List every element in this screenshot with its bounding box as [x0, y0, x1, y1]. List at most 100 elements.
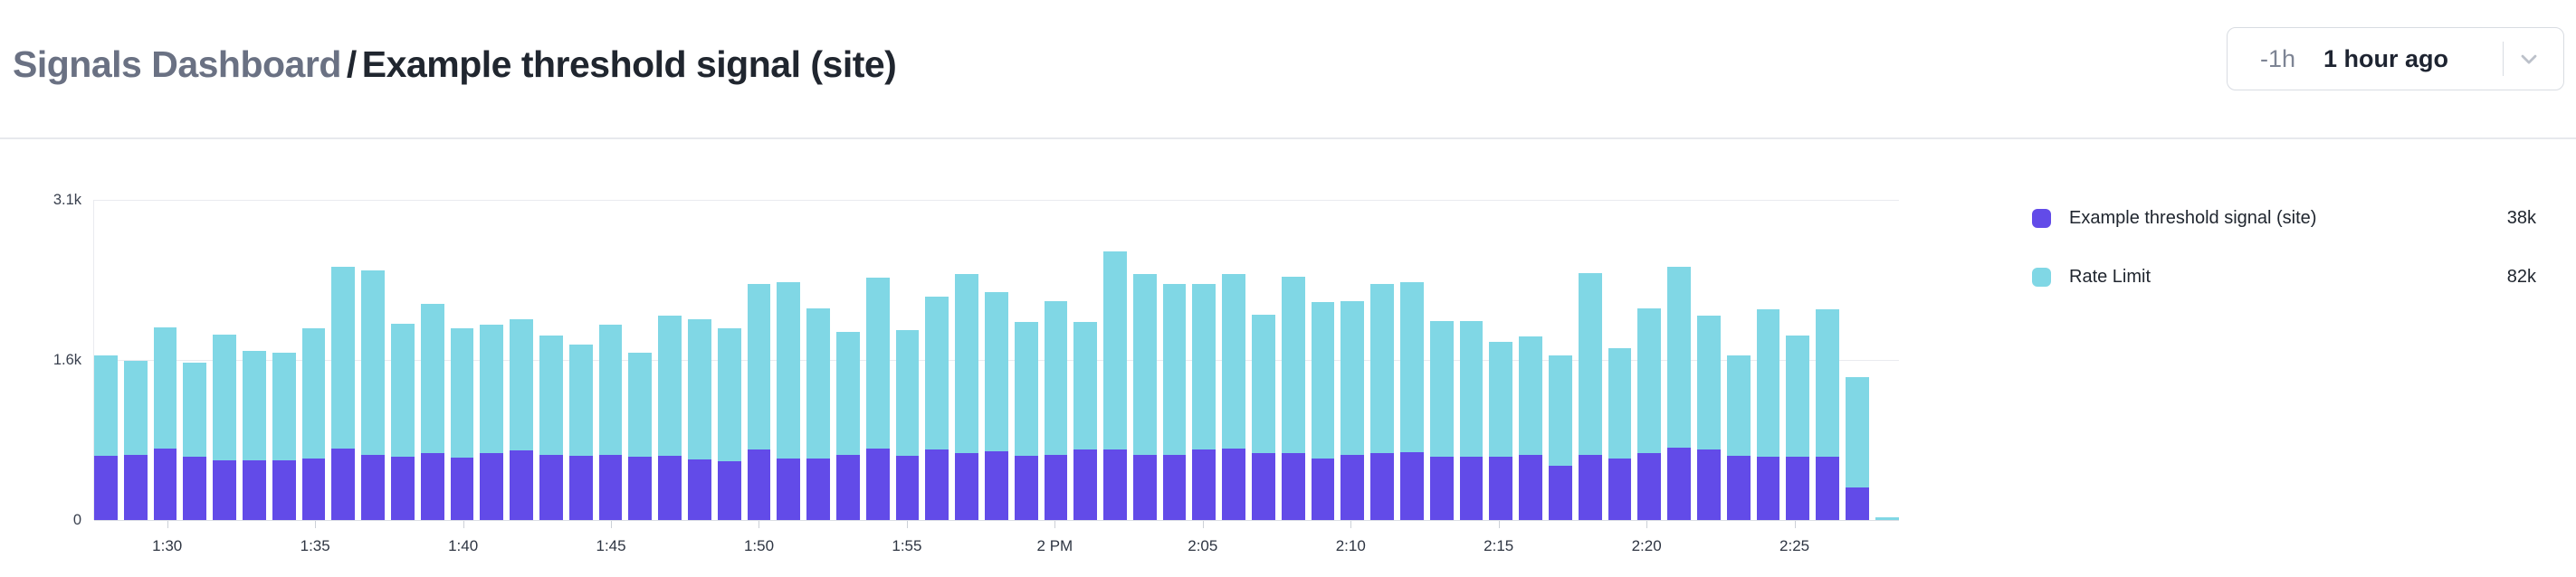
stacked-bar[interactable] [1370, 200, 1395, 520]
stacked-bar[interactable] [747, 200, 771, 520]
stacked-bar[interactable] [510, 200, 533, 520]
time-range-selector[interactable]: -1h 1 hour ago [2227, 27, 2564, 90]
stacked-bar[interactable] [806, 200, 830, 520]
stacked-bar[interactable] [1162, 200, 1187, 520]
stacked-bar[interactable] [1489, 200, 1513, 520]
threshold-signal-segment [272, 459, 296, 520]
purple-square [2032, 208, 2051, 228]
stacked-bar[interactable] [598, 200, 623, 520]
legend-item[interactable]: Example threshold signal (site) 38k [2032, 198, 2536, 238]
stacked-bar[interactable] [1014, 200, 1038, 520]
threshold-signal-segment [539, 455, 563, 520]
stacked-bar[interactable] [1846, 200, 1869, 520]
x-axis-label: 1:30 [152, 537, 183, 554]
rate-limit-segment [1014, 322, 1038, 456]
stacked-bar[interactable] [568, 200, 593, 520]
stacked-bar[interactable] [658, 200, 682, 520]
stacked-bar[interactable] [153, 200, 177, 520]
rate-limit-segment [390, 323, 415, 457]
stacked-bar[interactable] [628, 200, 653, 520]
stacked-bar[interactable] [865, 200, 890, 520]
stacked-bar[interactable] [450, 200, 474, 520]
stacked-bar[interactable] [1608, 200, 1632, 520]
rate-limit-segment [1370, 284, 1395, 454]
legend-item[interactable]: Rate Limit 82k [2032, 257, 2536, 297]
stacked-bar[interactable] [1311, 200, 1335, 520]
stacked-bar[interactable] [1726, 200, 1751, 520]
rate-limit-segment [1192, 283, 1216, 449]
threshold-signal-segment [658, 455, 682, 520]
x-axis-label: 2 PM [1036, 537, 1073, 554]
stacked-bar[interactable] [925, 200, 949, 520]
stacked-bar[interactable] [1578, 200, 1602, 520]
stacked-bar[interactable] [242, 200, 266, 520]
stacked-bar[interactable] [1519, 200, 1543, 520]
stacked-bar[interactable] [717, 200, 741, 520]
threshold-signal-segment [450, 457, 474, 520]
page-heading: Signals Dashboard / Example threshold sign… [13, 43, 897, 86]
stacked-bar[interactable] [183, 200, 207, 520]
rate-limit-segment [1073, 322, 1098, 449]
threshold-signal-segment [1459, 457, 1484, 520]
rate-limit-segment [301, 328, 326, 459]
stacked-bar[interactable] [1252, 200, 1275, 520]
threshold-signal-segment [390, 456, 415, 520]
stacked-bar[interactable] [777, 200, 801, 520]
stacked-bar[interactable] [1459, 200, 1484, 520]
x-tick-mark [1202, 521, 1204, 528]
stacked-bar[interactable] [1816, 200, 1840, 520]
stacked-bar[interactable] [480, 200, 504, 520]
stacked-bar[interactable] [1192, 200, 1216, 520]
stacked-bar[interactable] [1429, 200, 1454, 520]
stacked-bar[interactable] [390, 200, 415, 520]
stacked-bar[interactable] [1044, 200, 1068, 520]
stacked-bar[interactable] [94, 200, 118, 520]
rate-limit-segment [1578, 272, 1602, 455]
stacked-bar[interactable] [1222, 200, 1246, 520]
rate-limit-segment [242, 351, 266, 460]
stacked-bar[interactable] [361, 200, 385, 520]
x-axis-label: 2:05 [1188, 537, 1218, 554]
stacked-bar[interactable] [301, 200, 326, 520]
threshold-signal-segment [361, 454, 385, 520]
rate-limit-segment [420, 304, 444, 454]
breadcrumb-root-link[interactable]: Signals Dashboard [13, 43, 341, 86]
stacked-bar[interactable] [835, 200, 860, 520]
threshold-signal-segment [777, 459, 801, 520]
stacked-bar[interactable] [331, 200, 356, 520]
threshold-signal-segment [1489, 456, 1513, 520]
rate-limit-segment [213, 334, 236, 460]
x-axis-label: 1:55 [892, 537, 922, 554]
stacked-bar[interactable] [1340, 200, 1365, 520]
stacked-bar[interactable] [955, 200, 978, 520]
stacked-bar[interactable] [539, 200, 563, 520]
stacked-bar[interactable] [895, 200, 920, 520]
threshold-signal-segment [1608, 458, 1632, 520]
rate-limit-segment [1162, 283, 1187, 456]
stacked-bar[interactable] [1875, 200, 1899, 520]
chevron-down-icon [2516, 46, 2542, 71]
stacked-bar[interactable] [123, 200, 148, 520]
x-axis-label: 1:40 [448, 537, 479, 554]
stacked-bar[interactable] [687, 200, 711, 520]
stacked-bar[interactable] [1756, 200, 1780, 520]
stacked-bar[interactable] [984, 200, 1008, 520]
stacked-bar[interactable] [1281, 200, 1305, 520]
stacked-bar[interactable] [1637, 200, 1662, 520]
stacked-bar[interactable] [272, 200, 296, 520]
rate-limit-segment [123, 361, 148, 455]
stacked-bar[interactable] [1073, 200, 1098, 520]
stacked-bar[interactable] [1667, 200, 1692, 520]
stacked-bar[interactable] [420, 200, 444, 520]
stacked-bar[interactable] [1400, 200, 1424, 520]
stacked-bar[interactable] [1549, 200, 1572, 520]
x-axis-label: 2:10 [1335, 537, 1366, 554]
stacked-bar[interactable] [213, 200, 236, 520]
stacked-bar[interactable] [1103, 200, 1127, 520]
stacked-bar[interactable] [1697, 200, 1721, 520]
stacked-bar[interactable] [1132, 200, 1157, 520]
rate-limit-segment [984, 291, 1008, 451]
rate-limit-segment [331, 266, 356, 449]
rate-limit-segment [361, 270, 385, 455]
stacked-bar[interactable] [1786, 200, 1810, 520]
